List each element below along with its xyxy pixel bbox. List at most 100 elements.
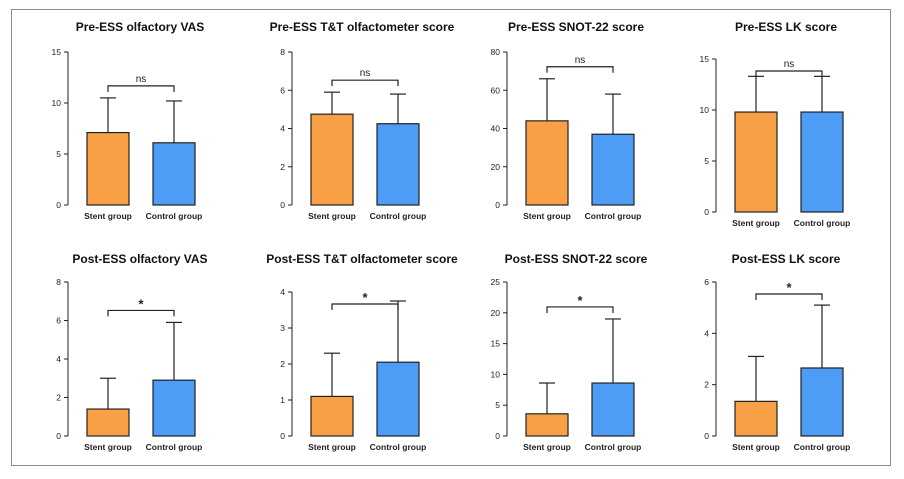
significance-bracket (546, 66, 614, 73)
significance-label: * (577, 293, 583, 308)
y-tick-label: 15 (52, 47, 62, 57)
chart-title: Post-ESS LK score (732, 252, 841, 266)
y-tick-label: 6 (56, 316, 61, 326)
significance-bracket (107, 85, 175, 92)
x-category-label: Control group (585, 211, 642, 221)
chart-panel-8: Post-ESS LK score 0 2 4 6 Stent group Control … (704, 252, 850, 452)
y-tick-label: 25 (491, 277, 501, 287)
significance-bracket (107, 309, 175, 317)
y-tick-label: 5 (56, 149, 61, 159)
y-tick-label: 15 (491, 339, 501, 349)
x-category-label: Control group (585, 442, 642, 452)
x-category-label: Control group (370, 442, 427, 452)
y-tick-label: 2 (56, 393, 61, 403)
y-tick-label: 0 (495, 200, 500, 210)
y-tick-label: 0 (495, 431, 500, 441)
y-tick-label: 0 (280, 431, 285, 441)
y-tick-label: 15 (700, 54, 710, 64)
y-tick-label: 0 (704, 431, 709, 441)
y-tick-label: 80 (491, 47, 501, 57)
x-category-label: Stent group (732, 218, 780, 228)
y-tick-label: 2 (280, 359, 285, 369)
x-category-label: Control group (146, 211, 203, 221)
y-tick-label: 4 (704, 328, 709, 338)
significance-label: * (362, 290, 368, 305)
x-category-label: Stent group (84, 211, 132, 221)
chart-title: Post-ESS olfactory VAS (72, 252, 207, 266)
significance-label: ns (136, 74, 147, 85)
bar-control-group (591, 133, 635, 206)
bar-stent-group (525, 120, 569, 206)
significance-label: * (138, 296, 144, 311)
bar-stent-group (86, 408, 130, 437)
y-tick-label: 0 (56, 431, 61, 441)
x-category-label: Stent group (523, 211, 571, 221)
significance-label: ns (360, 68, 371, 79)
bar-control-group (591, 382, 635, 437)
significance-label: ns (575, 55, 586, 66)
y-tick-label: 20 (491, 162, 501, 172)
y-tick-label: 4 (280, 124, 285, 134)
chart-panel-2: Pre-ESS T&T olfactometer score 0 2 4 6 8 Stent… (270, 20, 455, 221)
y-tick-label: 10 (52, 98, 62, 108)
x-category-label: Stent group (84, 442, 132, 452)
x-category-label: Stent group (732, 442, 780, 452)
y-tick-label: 6 (704, 277, 709, 287)
significance-bracket (331, 79, 399, 87)
y-tick-label: 5 (495, 400, 500, 410)
y-tick-label: 40 (491, 124, 501, 134)
bar-control-group (800, 367, 844, 437)
y-tick-label: 8 (280, 47, 285, 57)
chart-panel-6: Post-ESS T&T olfactometer score 0 1 2 3 4 Sten… (266, 252, 458, 452)
bar-stent-group (525, 413, 569, 437)
bar-control-group (376, 123, 420, 206)
bar-stent-group (734, 400, 778, 437)
y-tick-label: 3 (280, 323, 285, 333)
bar-stent-group (310, 113, 354, 206)
y-tick-label: 60 (491, 85, 501, 95)
y-tick-label: 4 (56, 354, 61, 364)
chart-title: Pre-ESS olfactory VAS (76, 20, 204, 34)
chart-title: Pre-ESS LK score (735, 20, 837, 34)
y-tick-label: 4 (280, 287, 285, 297)
y-tick-label: 5 (704, 156, 709, 166)
chart-panel-5: Post-ESS olfactory VAS 0 2 4 6 8 Stent group Co… (56, 252, 207, 452)
x-category-label: Stent group (308, 442, 356, 452)
x-category-label: Stent group (523, 442, 571, 452)
chart-panel-3: Pre-ESS SNOT-22 score 0 20 40 60 80 Stent grou… (491, 20, 645, 221)
y-tick-label: 0 (704, 207, 709, 217)
significance-label: * (786, 280, 792, 295)
bar-control-group (152, 142, 196, 206)
y-tick-label: 2 (704, 380, 709, 390)
significance-bracket (331, 303, 399, 310)
chart-panel-1: Pre-ESS olfactory VAS 0 5 10 15 Stent group Co… (52, 20, 205, 221)
y-tick-label: 8 (56, 277, 61, 287)
significance-bracket (755, 70, 823, 77)
chart-panel-4: Pre-ESS LK score 0 5 10 15 Stent group Control… (700, 20, 851, 228)
chart-title: Pre-ESS T&T olfactometer score (270, 20, 455, 34)
y-tick-label: 2 (280, 162, 285, 172)
figure-frame (11, 9, 891, 466)
x-category-label: Control group (794, 442, 851, 452)
y-tick-label: 20 (491, 308, 501, 318)
x-category-label: Control group (370, 211, 427, 221)
significance-bracket (546, 306, 614, 313)
y-tick-label: 10 (491, 369, 501, 379)
bar-stent-group (86, 131, 130, 206)
chart-title: Post-ESS SNOT-22 score (505, 252, 648, 266)
bar-control-group (152, 379, 196, 437)
x-category-label: Control group (146, 442, 203, 452)
significance-label: ns (784, 59, 795, 70)
bar-stent-group (734, 111, 778, 213)
significance-bracket (755, 293, 823, 300)
y-tick-label: 6 (280, 85, 285, 95)
bar-control-group (800, 111, 844, 213)
y-tick-label: 10 (700, 105, 710, 115)
chart-title: Post-ESS T&T olfactometer score (266, 252, 458, 266)
bar-control-group (376, 361, 420, 437)
chart-panel-7: Post-ESS SNOT-22 score 0 5 10 15 20 25 Stent gr… (491, 252, 648, 452)
chart-title: Pre-ESS SNOT-22 score (508, 20, 644, 34)
x-category-label: Control group (794, 218, 851, 228)
y-tick-label: 0 (280, 200, 285, 210)
